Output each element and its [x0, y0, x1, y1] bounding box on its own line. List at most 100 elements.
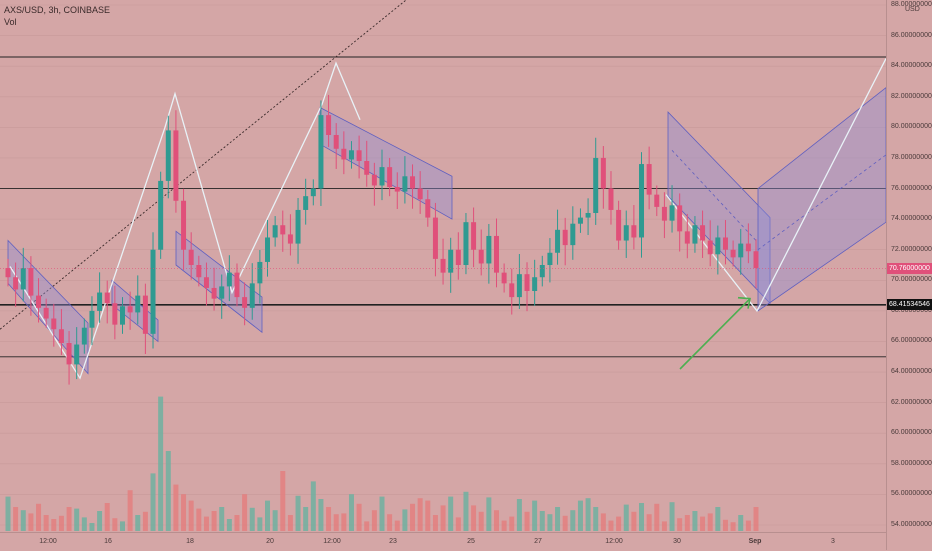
price-chart[interactable]	[0, 0, 886, 532]
candle	[661, 206, 667, 221]
candle	[112, 303, 118, 325]
candle	[410, 176, 416, 189]
candle	[577, 217, 583, 224]
candle	[265, 237, 271, 262]
volume-bar	[577, 500, 583, 531]
currency-label: USD	[905, 6, 920, 13]
candle	[646, 164, 652, 195]
candle	[631, 225, 637, 238]
candle	[333, 135, 339, 149]
volume-bar	[440, 505, 446, 531]
candle	[272, 225, 278, 238]
candle	[234, 272, 240, 298]
candle	[478, 249, 484, 264]
candle	[364, 161, 370, 175]
candle	[486, 235, 492, 264]
volume-bar	[585, 498, 591, 531]
candle	[417, 188, 423, 200]
volume-bar	[89, 523, 95, 531]
candle	[555, 229, 561, 253]
price-tick-label: 64.00000000	[891, 368, 932, 376]
candle	[66, 343, 72, 365]
volume-bar	[51, 519, 57, 531]
price-tick-label: 72.00000000	[891, 245, 932, 253]
volume-legend[interactable]: Vol	[4, 17, 17, 27]
candle	[188, 249, 194, 265]
candle	[516, 274, 522, 298]
candle	[730, 249, 736, 258]
volume-bar	[287, 515, 293, 531]
candle	[539, 265, 545, 278]
volume-bar	[249, 507, 255, 531]
volume-bar	[593, 507, 599, 531]
volume-bar	[142, 511, 148, 531]
volume-bar	[738, 515, 744, 531]
volume-bar	[257, 517, 263, 531]
price-tick-label: 60.00000000	[891, 429, 932, 437]
candle	[104, 292, 110, 304]
price-tick-label: 84.00000000	[891, 62, 932, 70]
candle	[639, 164, 645, 238]
volume-bar	[341, 513, 347, 531]
candle	[532, 277, 538, 291]
volume-bar	[318, 499, 324, 531]
volume-bar	[524, 511, 530, 531]
candle	[387, 167, 393, 187]
price-tick-label: 76.00000000	[891, 184, 932, 192]
volume-bar	[501, 520, 507, 531]
volume-bar	[707, 513, 713, 531]
candle	[463, 222, 469, 265]
volume-bar	[356, 503, 362, 531]
volume-bar	[509, 516, 515, 531]
volume-bar	[13, 507, 19, 531]
candle	[196, 265, 202, 278]
volume-bar	[532, 500, 538, 531]
candle	[562, 229, 568, 246]
volume-bar	[5, 496, 11, 531]
volume-bar	[104, 503, 110, 531]
volume-bar	[516, 499, 522, 531]
candle	[303, 196, 309, 210]
marked-price-tag: 68.41534546	[887, 299, 932, 311]
volume-bar	[478, 511, 484, 531]
symbol-title[interactable]: AXS/USD, 3h, COINBASE	[4, 5, 111, 15]
time-axis[interactable]: 12:00 16 18 20 12:00 23 25 27 12:00 30 Sep 3	[0, 532, 886, 551]
volume-bar	[226, 519, 232, 531]
candle	[28, 268, 34, 296]
volume-bar	[272, 510, 278, 531]
last-price-tag: 70.76000000	[887, 263, 932, 275]
candle	[753, 251, 759, 269]
volume-bar	[371, 510, 377, 531]
candle	[593, 157, 599, 213]
volume-bar	[181, 494, 187, 531]
price-axis[interactable]: USD 88.00000000 86.00000000 84.00000000 82.…	[886, 0, 932, 550]
candle	[684, 231, 690, 244]
volume-bar	[425, 500, 431, 531]
candle	[150, 249, 156, 334]
candle	[440, 258, 446, 273]
candle	[326, 115, 332, 135]
candle	[226, 272, 232, 287]
volume-bar	[188, 500, 194, 531]
volume-bar	[158, 396, 164, 531]
descending-channel	[175, 230, 263, 334]
time-tick-label: 12:00	[323, 538, 341, 545]
candle	[348, 150, 354, 160]
volume-bar	[539, 511, 545, 531]
time-tick-label: 27	[534, 538, 542, 545]
time-tick-label: 12:00	[39, 538, 57, 545]
volume-bar	[639, 503, 645, 531]
candle	[287, 234, 293, 244]
volume-bar	[303, 507, 309, 531]
candle	[585, 213, 591, 218]
candle	[616, 209, 622, 241]
candle	[280, 225, 286, 235]
time-tick-label: 16	[104, 538, 112, 545]
candle	[242, 297, 248, 308]
price-tick-label: 74.00000000	[891, 215, 932, 223]
candle	[455, 249, 461, 265]
price-tick-label: 58.00000000	[891, 459, 932, 467]
price-tick-label: 70.00000000	[891, 276, 932, 284]
volume-bar	[677, 518, 683, 531]
